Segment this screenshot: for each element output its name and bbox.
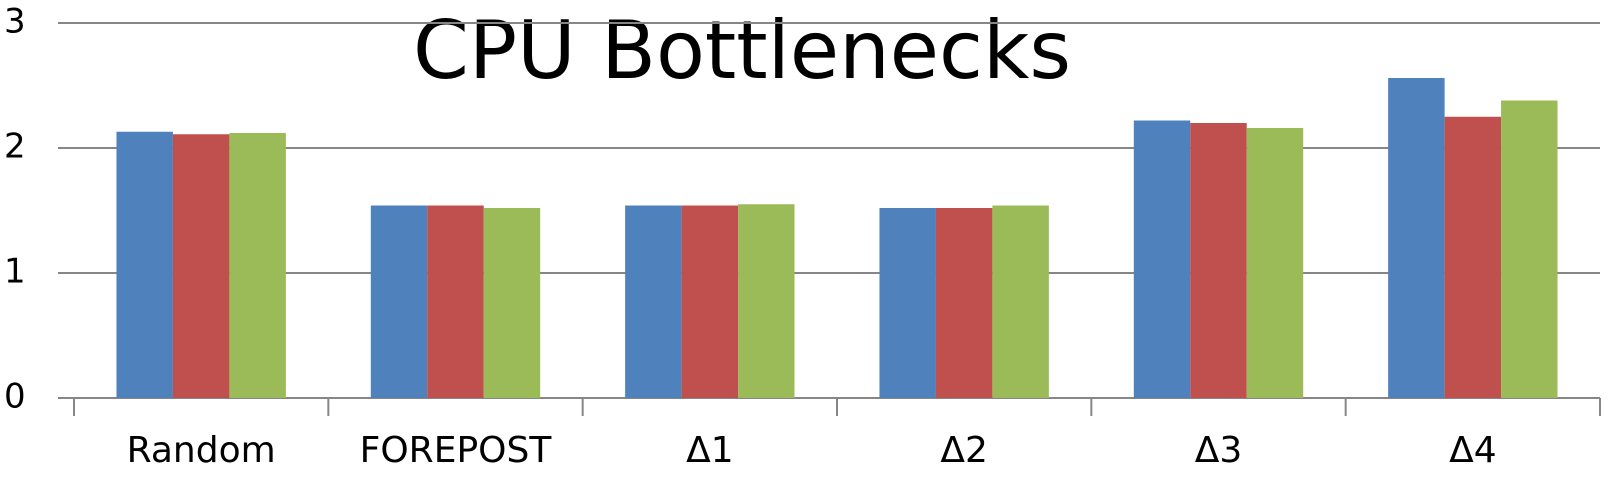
bar [1246, 128, 1304, 398]
bar [1388, 78, 1445, 398]
y-tick-label: 2 [4, 127, 26, 167]
bar [229, 133, 286, 398]
bar [370, 205, 428, 398]
x-tick-label: Δ2 [940, 430, 988, 471]
y-tick-label: 0 [4, 377, 26, 417]
x-tick-label: Δ3 [1195, 430, 1243, 471]
bar [992, 205, 1049, 398]
y-tick-label: 3 [4, 2, 26, 42]
x-tick-label: FOREPOST [360, 430, 553, 471]
bar [116, 131, 173, 398]
bar [935, 208, 993, 398]
bar [1133, 120, 1191, 398]
bar [1190, 123, 1247, 398]
chart-title: CPU Bottlenecks [413, 4, 1071, 97]
bar [1501, 100, 1558, 398]
bar [483, 208, 541, 398]
bar [172, 134, 230, 398]
bar [625, 205, 682, 398]
bar [738, 204, 795, 398]
x-tick-label: Random [127, 430, 276, 471]
x-tick-label: Δ1 [686, 430, 734, 471]
y-tick-label: 1 [4, 252, 26, 292]
x-tick-label: Δ4 [1449, 430, 1497, 471]
bar [1444, 116, 1502, 398]
bar [427, 205, 484, 398]
bar [879, 208, 936, 398]
bar [681, 205, 739, 398]
